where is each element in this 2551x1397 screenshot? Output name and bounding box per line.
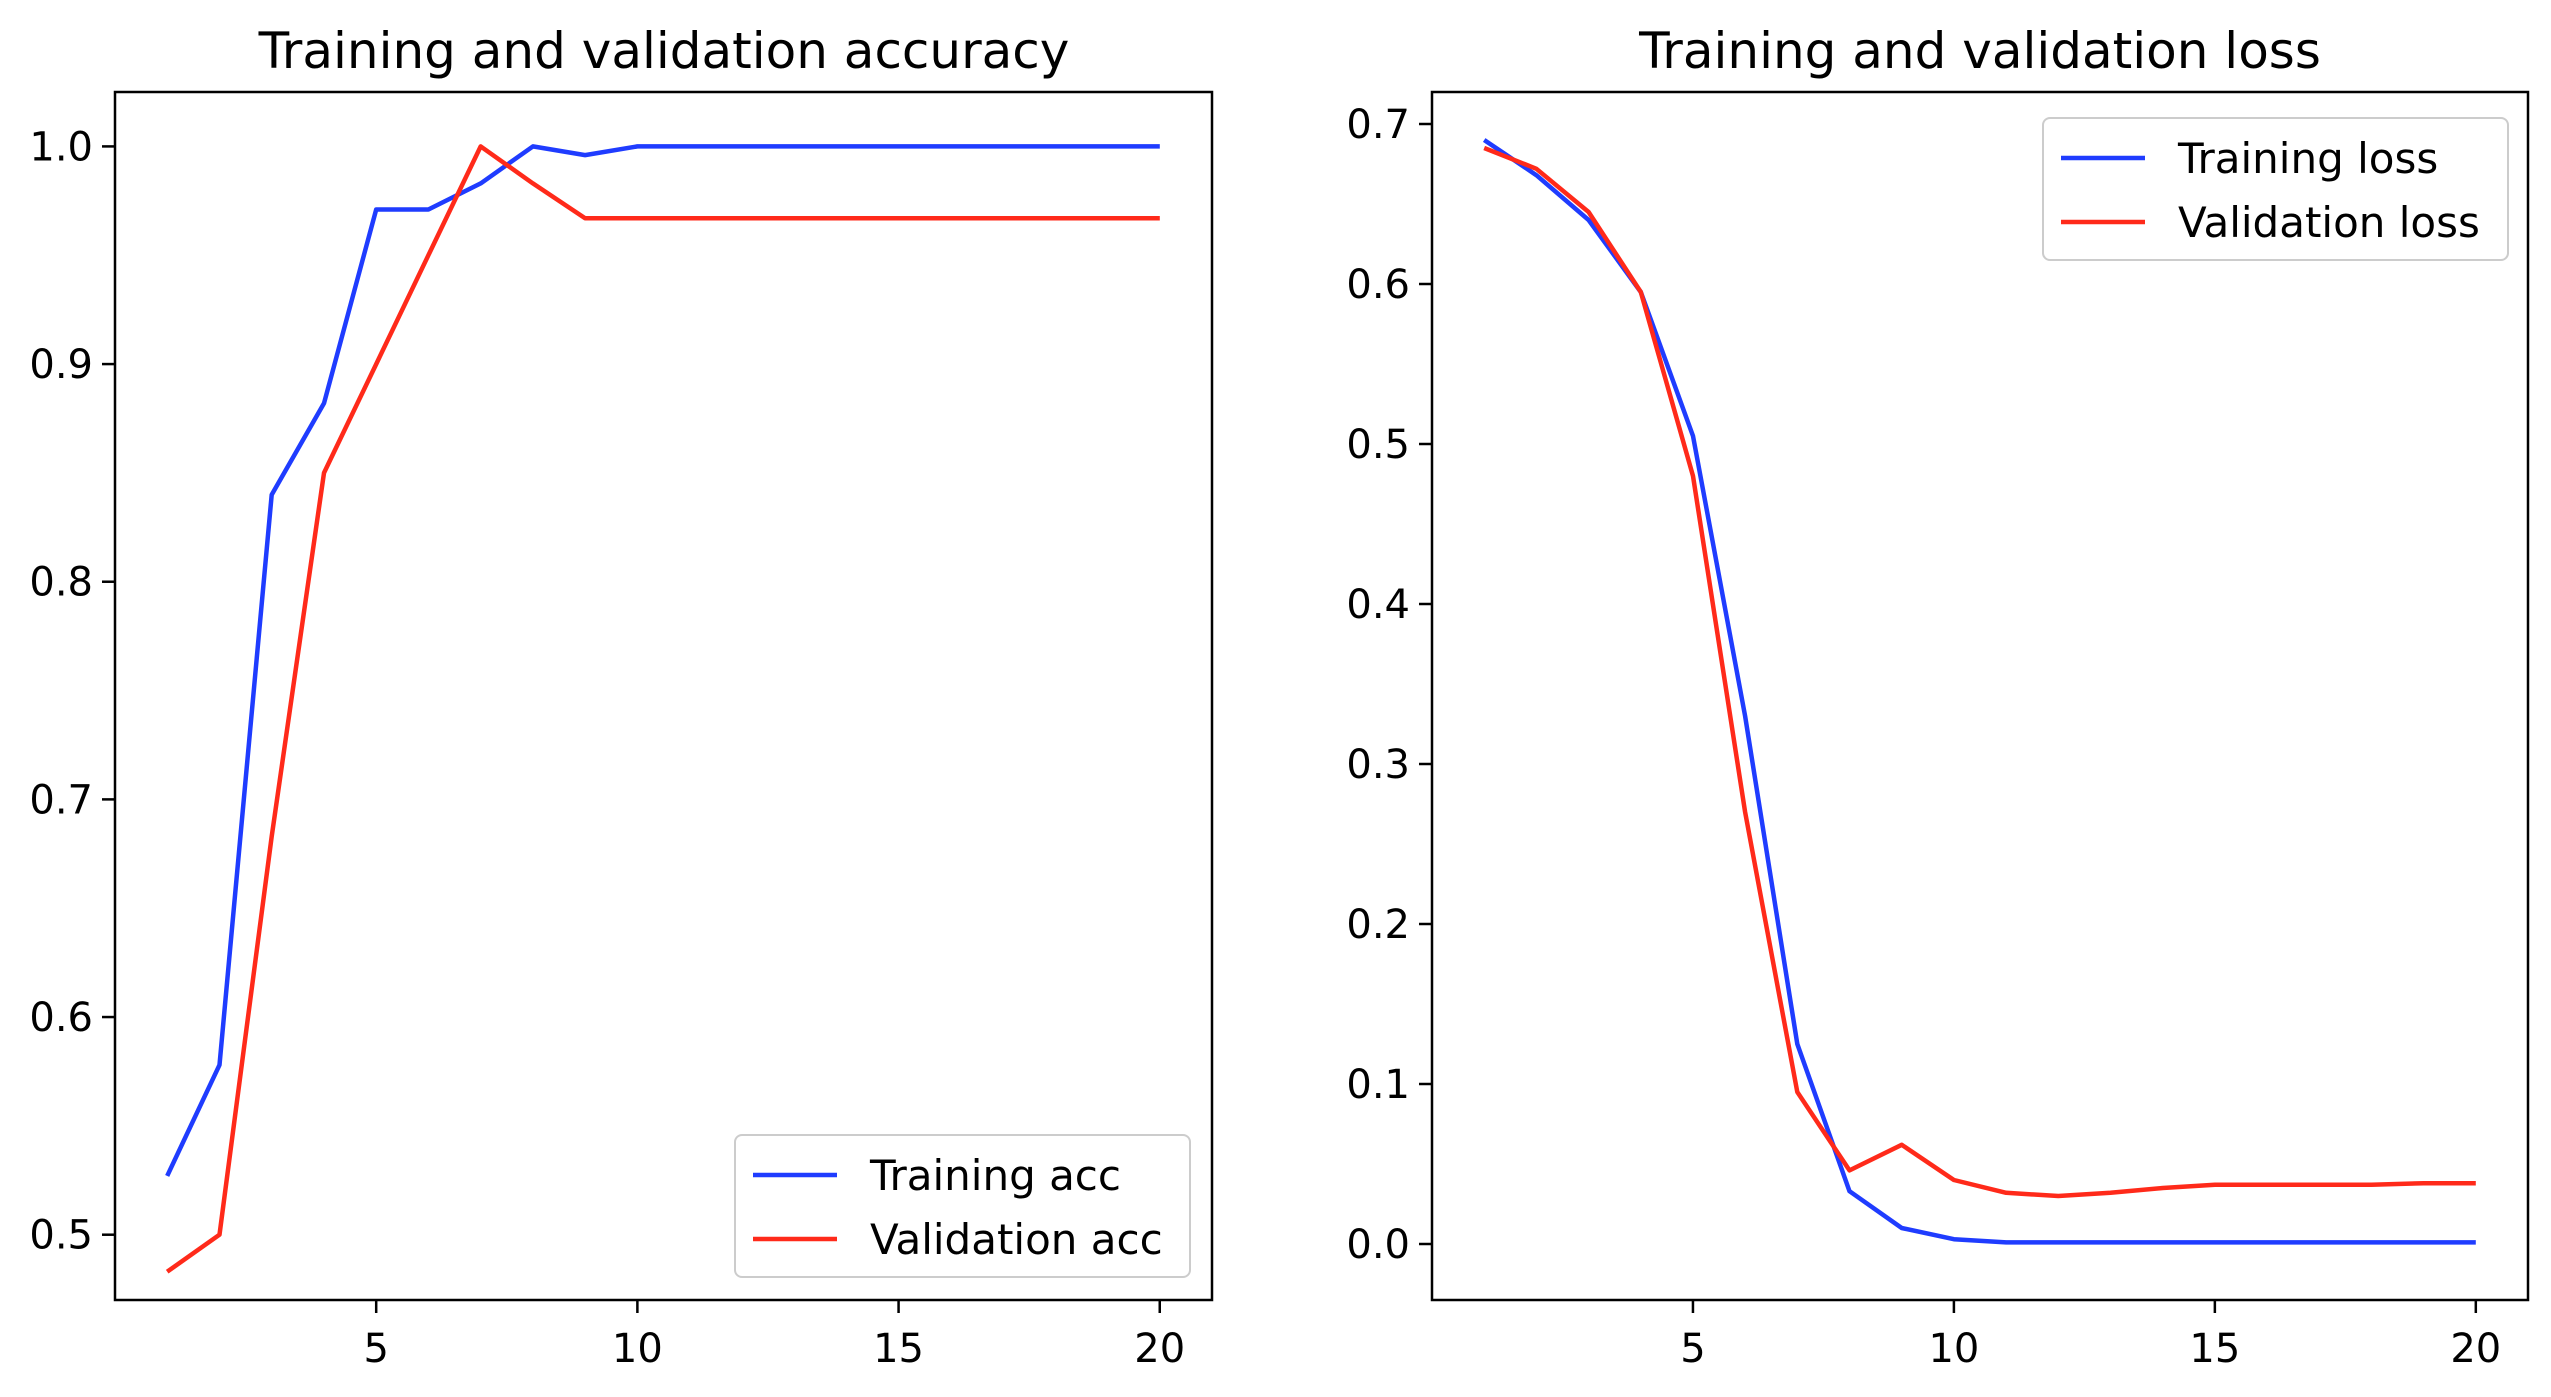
loss-series-line-validation-loss xyxy=(1483,145,2476,1199)
loss-y-tick-label-0.6: 0.6 xyxy=(1346,262,1410,308)
loss-legend: Training loss Validation loss xyxy=(2042,117,2509,261)
loss-axes-frame xyxy=(1430,90,2530,1302)
accuracy-x-tick-label-5: 5 xyxy=(363,1326,388,1372)
accuracy-legend-label-validation-acc: Validation acc xyxy=(870,1215,1163,1264)
accuracy-series-line-training-acc xyxy=(165,144,1160,1177)
loss-y-tick-label-0.7: 0.7 xyxy=(1346,102,1410,148)
loss-y-tick-label-0.4: 0.4 xyxy=(1346,582,1410,628)
accuracy-legend-label-training-acc: Training acc xyxy=(869,1151,1121,1200)
accuracy-axes-frame xyxy=(113,90,1214,1302)
accuracy-legend: Training acc Validation acc xyxy=(734,1134,1191,1278)
accuracy-y-tick-label-0.9: 0.9 xyxy=(29,342,93,388)
loss-x-tick-label-15: 15 xyxy=(2189,1326,2240,1372)
accuracy-x-tick-label-15: 15 xyxy=(873,1326,924,1372)
loss-chart: Training and validation loss 5 10 15 20 0.0 0… xyxy=(1346,22,2530,1372)
loss-y-tick-label-0.1: 0.1 xyxy=(1346,1062,1410,1108)
accuracy-y-tick-label-0.5: 0.5 xyxy=(29,1213,93,1259)
loss-x-tick-label-10: 10 xyxy=(1928,1326,1979,1372)
loss-y-tick-label-0.3: 0.3 xyxy=(1346,742,1410,788)
loss-x-tick-label-20: 20 xyxy=(2450,1326,2501,1372)
loss-y-tick-label-0.0: 0.0 xyxy=(1346,1222,1410,1268)
accuracy-series-line-validation-acc xyxy=(165,144,1160,1274)
loss-series-layer xyxy=(1482,138,2476,1245)
accuracy-series-layer xyxy=(165,144,1160,1274)
accuracy-chart: Training and validation accuracy 5 10 15 20… xyxy=(29,22,1214,1372)
loss-legend-label-validation-loss: Validation loss xyxy=(2178,198,2480,247)
loss-chart-title: Training and validation loss xyxy=(1638,22,2321,80)
accuracy-axes: 5 10 15 20 0.5 0.6 0.7 0.8 0.9 1.0 xyxy=(29,90,1214,1372)
accuracy-y-tick-label-0.8: 0.8 xyxy=(29,560,93,606)
loss-x-tick-label-5: 5 xyxy=(1680,1326,1705,1372)
accuracy-legend-box xyxy=(734,1134,1191,1278)
accuracy-y-tick-label-0.7: 0.7 xyxy=(29,777,93,823)
loss-legend-label-training-loss: Training loss xyxy=(2177,134,2438,183)
loss-legend-box xyxy=(2042,117,2509,261)
accuracy-chart-title: Training and validation accuracy xyxy=(258,22,1070,80)
loss-y-tick-label-0.5: 0.5 xyxy=(1346,422,1410,468)
loss-axes: 5 10 15 20 0.0 0.1 0.2 0.3 0.4 0.5 0.6 0.7 xyxy=(1346,90,2530,1372)
loss-y-tick-label-0.2: 0.2 xyxy=(1346,902,1410,948)
accuracy-x-tick-label-10: 10 xyxy=(612,1326,663,1372)
accuracy-x-tick-label-20: 20 xyxy=(1134,1326,1185,1372)
accuracy-y-tick-label-1.0: 1.0 xyxy=(29,124,93,170)
accuracy-y-tick-label-0.6: 0.6 xyxy=(29,995,93,1041)
